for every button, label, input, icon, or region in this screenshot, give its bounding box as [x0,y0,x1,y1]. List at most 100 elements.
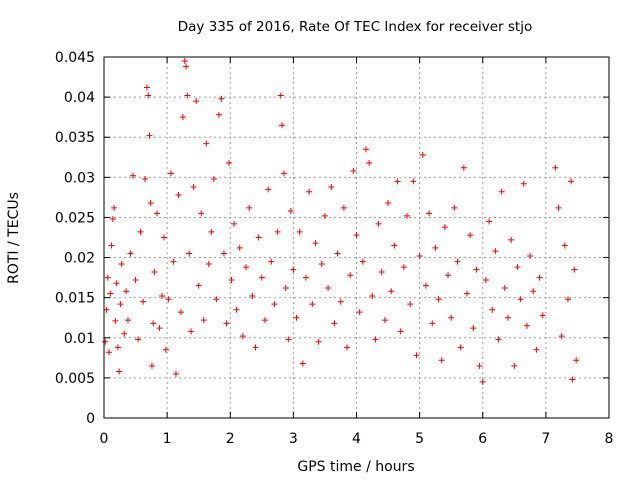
y-tick-label: 0.03 [64,170,95,186]
data-point [385,200,392,207]
data-point [233,306,240,313]
data-point [140,298,147,305]
data-point [299,360,306,367]
data-point [523,322,530,329]
data-point [200,317,207,324]
data-point [422,282,429,289]
data-point [112,317,119,324]
data-point [435,296,442,303]
data-point [467,232,474,239]
data-point [223,320,230,327]
data-point [429,320,436,327]
x-axis-label: GPS time / hours [297,459,414,475]
data-point [296,228,303,235]
data-point [154,210,161,217]
data-point [151,268,158,275]
data-point [181,58,188,65]
data-point [186,250,193,257]
chart-title: Day 335 of 2016, Rate Of TEC Index for r… [178,19,532,35]
data-point [114,344,121,351]
data-point [362,146,369,153]
data-point [347,272,354,279]
data-point [116,368,123,375]
data-point [265,186,272,193]
data-points [102,58,580,385]
data-point [228,277,235,284]
data-point [530,288,537,295]
data-point [239,333,246,340]
data-point [145,92,152,99]
data-point [184,92,191,99]
data-point [366,159,373,166]
data-point [160,234,167,241]
y-tick-label: 0.015 [55,291,95,307]
data-point [394,178,401,185]
data-point [249,293,256,300]
x-tick-label: 0 [100,431,109,447]
data-point [505,314,511,321]
y-tick-label: 0 [86,411,95,427]
data-point [451,204,458,211]
data-point [520,180,527,187]
data-point [344,344,351,351]
data-point [107,290,114,297]
axis-ticks [103,56,610,419]
data-point [261,317,268,324]
x-tick-label: 3 [289,431,298,447]
data-point [391,242,398,249]
data-point [416,252,423,259]
data-point [156,325,163,332]
data-point [148,362,155,369]
data-point [293,314,300,321]
data-point [476,362,483,369]
data-point [473,266,480,273]
x-tick-label: 4 [352,431,361,447]
data-point [539,312,546,319]
y-tick-label: 0.01 [64,331,95,347]
data-point [258,274,265,281]
data-point [103,306,110,313]
data-point [117,301,124,308]
data-point [561,242,568,249]
data-point [438,357,445,364]
data-point [102,338,109,345]
data-point [350,167,357,174]
data-point [328,183,335,190]
data-point [104,274,111,281]
data-point [167,170,174,177]
data-point [218,95,225,102]
data-point [378,268,385,275]
data-point [356,309,363,316]
data-point [123,288,130,295]
data-point [501,285,508,292]
data-point [337,298,344,305]
x-tick-label: 8 [605,431,614,447]
x-tick-label: 1 [163,431,172,447]
data-point [312,240,319,247]
data-point [463,290,470,297]
data-point [397,328,404,335]
y-tick-label: 0.045 [55,50,95,66]
data-point [203,140,210,147]
data-point [511,362,518,369]
data-point [400,264,407,271]
data-point [369,293,376,300]
data-point [198,210,205,217]
data-point [372,336,379,343]
y-tick-label: 0.025 [55,210,95,226]
data-point [127,250,134,257]
data-point [318,260,325,267]
data-point [135,336,142,343]
data-point [106,349,113,356]
data-point [331,320,338,327]
data-point [252,344,259,351]
data-point [268,258,275,265]
data-point [558,333,565,340]
data-point [143,84,150,91]
data-point [142,175,149,182]
data-point [118,260,125,267]
data-point [489,306,496,313]
data-point [527,252,534,259]
data-point [285,336,292,343]
